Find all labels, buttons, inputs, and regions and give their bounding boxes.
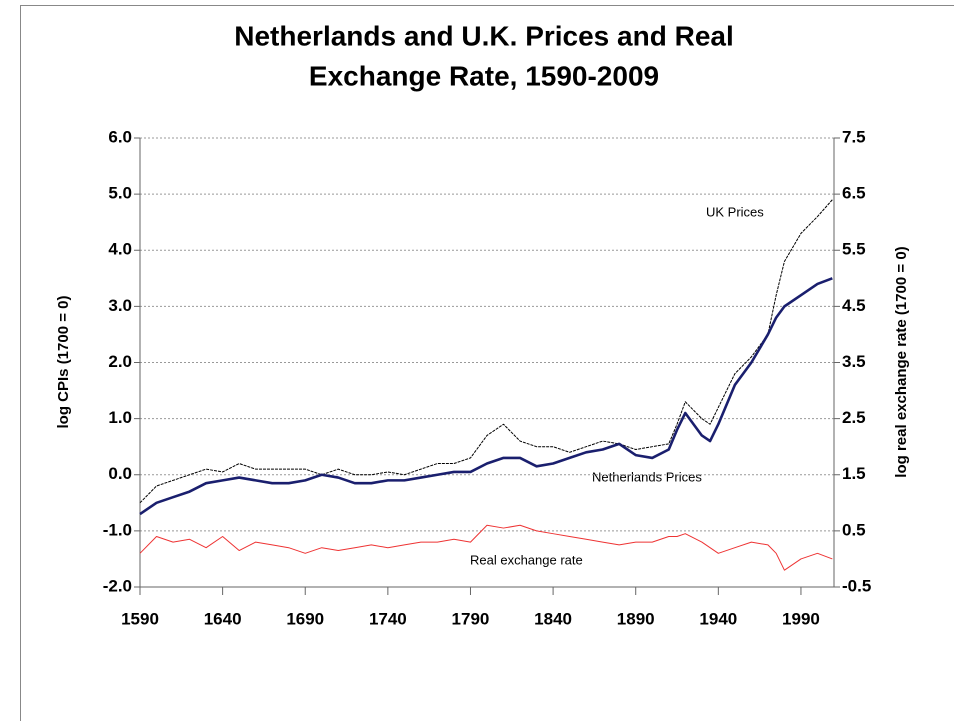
x-tick-label: 1840 [534, 609, 572, 628]
x-tick-label: 1740 [369, 609, 407, 628]
annotation: Real exchange rate [470, 552, 583, 567]
x-tick-label: 1890 [617, 609, 655, 628]
x-tick-label: 1990 [782, 609, 820, 628]
y2-tick-label: 2.5 [842, 408, 866, 427]
y2-tick-label: 5.5 [842, 240, 866, 259]
y-tick-label: 5.0 [108, 184, 132, 203]
chart-title: Netherlands and U.K. Prices and Real [234, 20, 734, 51]
y2-tick-label: 4.5 [842, 296, 866, 315]
y-tick-label: 2.0 [108, 352, 132, 371]
y-tick-label: 4.0 [108, 240, 132, 259]
y-tick-label: 0.0 [108, 464, 132, 483]
frame [20, 5, 954, 721]
y-tick-label: 6.0 [108, 127, 132, 146]
annotation: Netherlands Prices [592, 469, 702, 484]
annotation: UK Prices [706, 204, 764, 219]
x-tick-label: 1690 [286, 609, 324, 628]
y2-tick-label: 7.5 [842, 127, 866, 146]
y2-tick-label: 3.5 [842, 352, 866, 371]
y-tick-label: -1.0 [103, 520, 132, 539]
series-line [139, 277, 833, 516]
x-tick-label: 1590 [121, 609, 159, 628]
y2-tick-label: -0.5 [842, 576, 871, 595]
y-tick-label: 3.0 [108, 296, 132, 315]
y2-tick-label: 0.5 [842, 520, 866, 539]
y2-tick-label: 1.5 [842, 464, 866, 483]
y2-axis-label: log real exchange rate (1700 = 0) [893, 246, 910, 477]
series-line [139, 524, 833, 571]
series-line [139, 199, 833, 504]
y2-tick-label: 6.5 [842, 184, 866, 203]
y-tick-label: -2.0 [103, 576, 132, 595]
x-tick-label: 1640 [204, 609, 242, 628]
chart-title: Exchange Rate, 1590-2009 [309, 60, 659, 91]
y-axis-label: log CPIs (1700 = 0) [55, 296, 72, 429]
x-tick-label: 1790 [452, 609, 490, 628]
y-tick-label: 1.0 [108, 408, 132, 427]
x-tick-label: 1940 [699, 609, 737, 628]
